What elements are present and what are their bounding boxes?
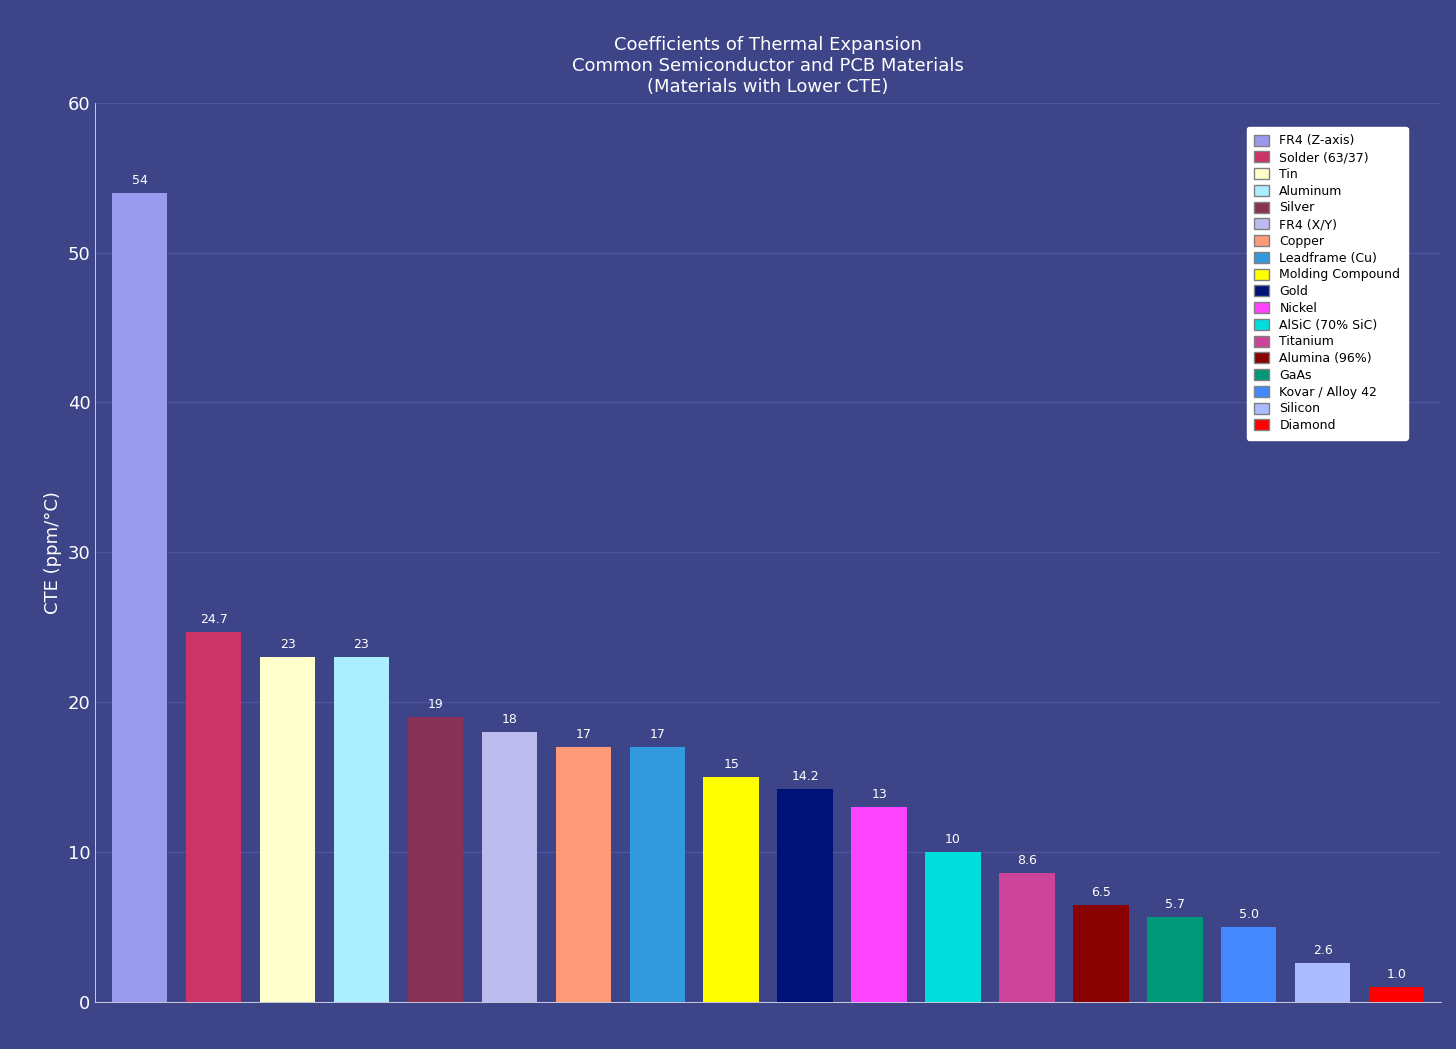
Bar (408, 718, 463, 1002)
Text: 23: 23 (354, 638, 370, 651)
Text: 5.7: 5.7 (1165, 898, 1185, 911)
Bar (1147, 917, 1203, 1002)
Text: 23: 23 (280, 638, 296, 651)
Bar (186, 631, 242, 1002)
Text: 15: 15 (724, 758, 740, 771)
Bar (925, 852, 981, 1002)
Bar (778, 789, 833, 1002)
Bar (333, 658, 389, 1002)
Title: Coefficients of Thermal Expansion
Common Semiconductor and PCB Materials
(Materi: Coefficients of Thermal Expansion Common… (572, 36, 964, 95)
Bar (1369, 987, 1424, 1002)
Text: 17: 17 (575, 728, 591, 742)
Bar (1294, 963, 1350, 1002)
Bar (556, 747, 612, 1002)
Bar (1073, 904, 1128, 1002)
Text: 1.0: 1.0 (1386, 968, 1406, 981)
Text: 6.5: 6.5 (1091, 885, 1111, 899)
Text: 17: 17 (649, 728, 665, 742)
Bar (999, 873, 1054, 1002)
Text: 13: 13 (871, 788, 887, 801)
Text: 8.6: 8.6 (1016, 854, 1037, 868)
Bar (259, 658, 316, 1002)
Text: 24.7: 24.7 (199, 613, 227, 626)
Bar (1222, 927, 1277, 1002)
Y-axis label: CTE (ppm/°C): CTE (ppm/°C) (44, 491, 63, 614)
Text: 2.6: 2.6 (1313, 944, 1332, 957)
Legend: FR4 (Z-axis), Solder (63/37), Tin, Aluminum, Silver, FR4 (X/Y), Copper, Leadfram: FR4 (Z-axis), Solder (63/37), Tin, Alumi… (1246, 127, 1408, 440)
Text: 18: 18 (501, 713, 517, 726)
Text: 5.0: 5.0 (1239, 908, 1259, 921)
Text: 19: 19 (428, 699, 443, 711)
Bar (112, 193, 167, 1002)
Text: 10: 10 (945, 833, 961, 847)
Bar (482, 732, 537, 1002)
Bar (629, 747, 684, 1002)
Bar (852, 807, 907, 1002)
Text: 54: 54 (131, 174, 147, 187)
Bar (703, 777, 759, 1002)
Text: 14.2: 14.2 (791, 770, 818, 784)
